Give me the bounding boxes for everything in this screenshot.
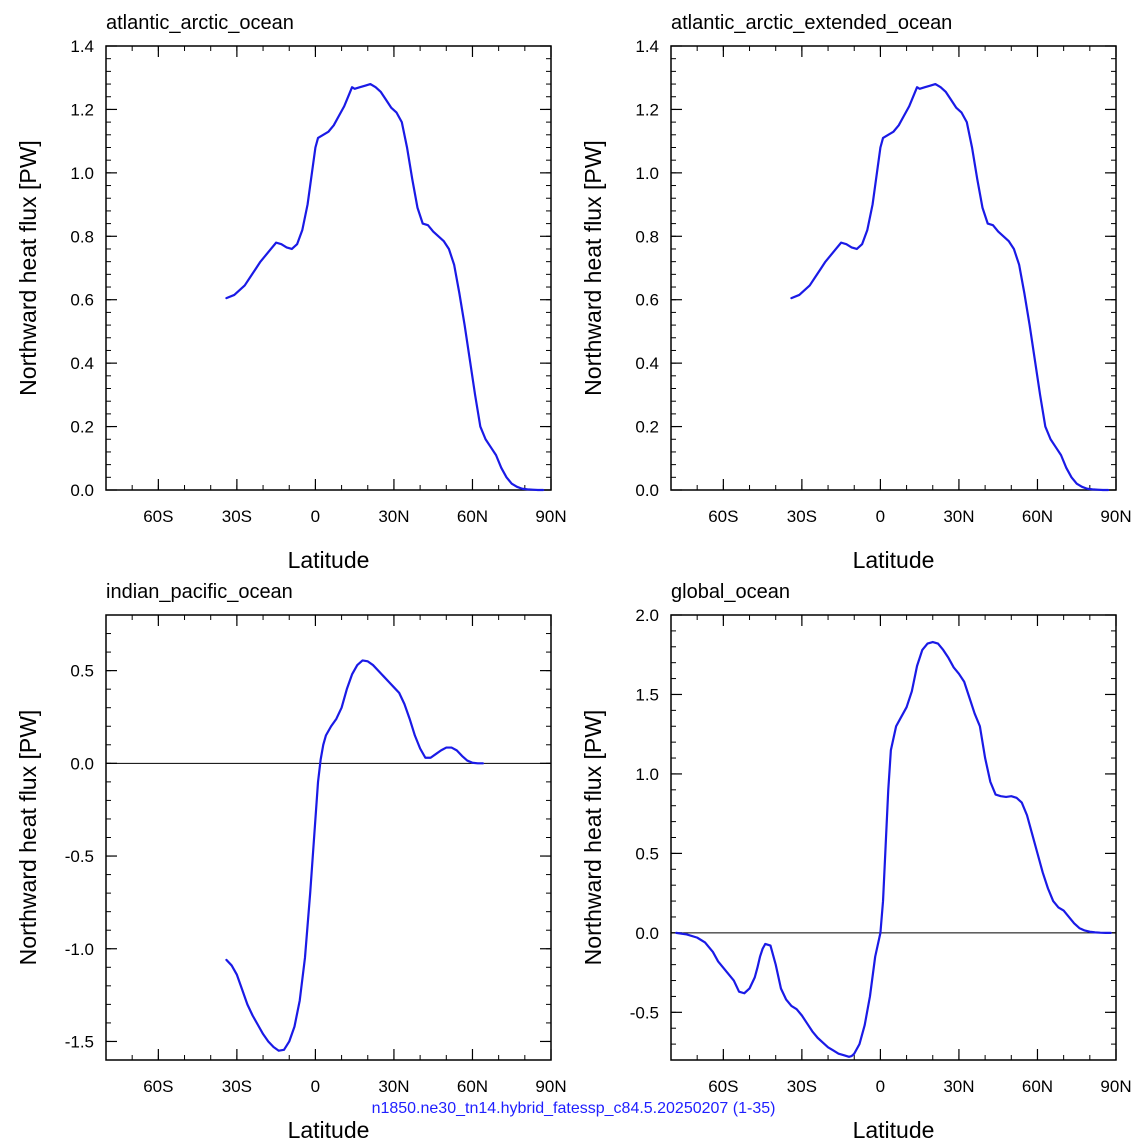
y-tick-label: -0.5 bbox=[65, 847, 94, 866]
plot-frame bbox=[670, 45, 1117, 491]
case-name-footer: n1850.ne30_tn14.hybrid_fatessp_c84.5.202… bbox=[371, 1100, 776, 1117]
y-tick-label: 1.4 bbox=[70, 37, 94, 56]
x-tick-label: 30S bbox=[787, 1077, 817, 1096]
x-tick-label: 30S bbox=[222, 507, 252, 526]
x-tick-label: 30N bbox=[378, 1077, 409, 1096]
x-tick-label: 30S bbox=[787, 507, 817, 526]
x-tick-label: 90N bbox=[1100, 1077, 1131, 1096]
y-tick-label: 0.8 bbox=[635, 227, 659, 246]
y-tick-label: 1.5 bbox=[635, 685, 659, 704]
x-tick-label: 0 bbox=[311, 507, 320, 526]
x-tick-label: 60N bbox=[457, 1077, 488, 1096]
x-tick-label: 30N bbox=[943, 507, 974, 526]
x-tick-label: 0 bbox=[311, 1077, 320, 1096]
y-tick-label: 0.0 bbox=[635, 924, 659, 943]
y-tick-label: 0.5 bbox=[70, 662, 94, 681]
y-axis-label: Northward heat flux [PW] bbox=[580, 140, 606, 396]
y-tick-label: 1.2 bbox=[635, 100, 659, 119]
y-tick-label: 1.0 bbox=[635, 164, 659, 183]
y-tick-label: 0.4 bbox=[70, 354, 94, 373]
chart-panel-4: global_ocean 60S 30S 0 30N 60N 90N -0.5 0.0 0.5 1.… bbox=[580, 581, 1132, 1143]
chart-title: atlantic_arctic_ocean bbox=[106, 12, 294, 34]
chart-panel-2: atlantic_arctic_extended_ocean 60S 30S 0 30N… bbox=[580, 12, 1132, 573]
x-tick-label: 60N bbox=[1022, 1077, 1053, 1096]
x-tick-label: 90N bbox=[535, 507, 566, 526]
y-tick-label: 0.6 bbox=[70, 291, 94, 310]
x-tick-label: 60N bbox=[1022, 507, 1053, 526]
x-tick-label: 60S bbox=[143, 1077, 173, 1096]
x-tick-label: 30N bbox=[943, 1077, 974, 1096]
y-tick-label: -1.0 bbox=[65, 940, 94, 959]
y-tick-label: 1.0 bbox=[70, 164, 94, 183]
x-tick-label: 60N bbox=[457, 507, 488, 526]
chart-title: global_ocean bbox=[671, 581, 790, 603]
chart-title: indian_pacific_ocean bbox=[106, 581, 293, 603]
heat-flux-series-line bbox=[790, 82, 1110, 492]
y-tick-label: 0.8 bbox=[70, 227, 94, 246]
x-tick-label: 90N bbox=[1100, 507, 1131, 526]
y-tick-label: 1.4 bbox=[635, 37, 659, 56]
y-tick-label: -1.5 bbox=[65, 1032, 94, 1051]
x-axis-label: Latitude bbox=[853, 1117, 935, 1143]
chart-title: atlantic_arctic_extended_ocean bbox=[671, 12, 952, 34]
y-tick-label: 2.0 bbox=[635, 606, 659, 625]
plot-frame bbox=[105, 614, 552, 1061]
y-axis-label: Northward heat flux [PW] bbox=[15, 710, 41, 966]
y-tick-label: 0.2 bbox=[635, 418, 659, 437]
x-axis-label: Latitude bbox=[853, 547, 935, 573]
x-tick-label: 0 bbox=[876, 1077, 885, 1096]
y-tick-label: 0.2 bbox=[70, 418, 94, 437]
x-tick-label: 60S bbox=[143, 507, 173, 526]
y-tick-label: 0.4 bbox=[635, 354, 659, 373]
x-tick-label: 30N bbox=[378, 507, 409, 526]
chart-panel-1: atlantic_arctic_ocean 60S 30S 0 30N 60N 90N 0.0… bbox=[15, 12, 567, 573]
y-tick-label: 0.6 bbox=[635, 291, 659, 310]
heat-flux-series-line bbox=[225, 82, 545, 492]
y-tick-label: 0.0 bbox=[70, 481, 94, 500]
y-tick-label: 0.5 bbox=[635, 844, 659, 863]
y-axis-label: Northward heat flux [PW] bbox=[15, 140, 41, 396]
y-tick-label: 1.2 bbox=[70, 100, 94, 119]
plot-frame bbox=[105, 45, 552, 491]
heat-flux-series-line bbox=[675, 640, 1112, 1058]
y-axis-label: Northward heat flux [PW] bbox=[580, 710, 606, 966]
chart-panel-3: indian_pacific_ocean 60S 30S 0 30N 60N 90N -1.5… bbox=[15, 581, 567, 1143]
y-tick-label: 0.0 bbox=[635, 481, 659, 500]
x-axis-label: Latitude bbox=[288, 547, 370, 573]
x-tick-label: 60S bbox=[708, 1077, 738, 1096]
x-tick-label: 0 bbox=[876, 507, 885, 526]
x-tick-label: 60S bbox=[708, 507, 738, 526]
heat-flux-series-line bbox=[225, 659, 485, 1052]
y-tick-label: 1.0 bbox=[635, 765, 659, 784]
y-tick-label: -0.5 bbox=[630, 1003, 659, 1022]
plot-frame bbox=[670, 614, 1117, 1061]
x-tick-label: 30S bbox=[222, 1077, 252, 1096]
x-tick-label: 90N bbox=[535, 1077, 566, 1096]
y-tick-label: 0.0 bbox=[70, 754, 94, 773]
x-axis-label: Latitude bbox=[288, 1117, 370, 1143]
